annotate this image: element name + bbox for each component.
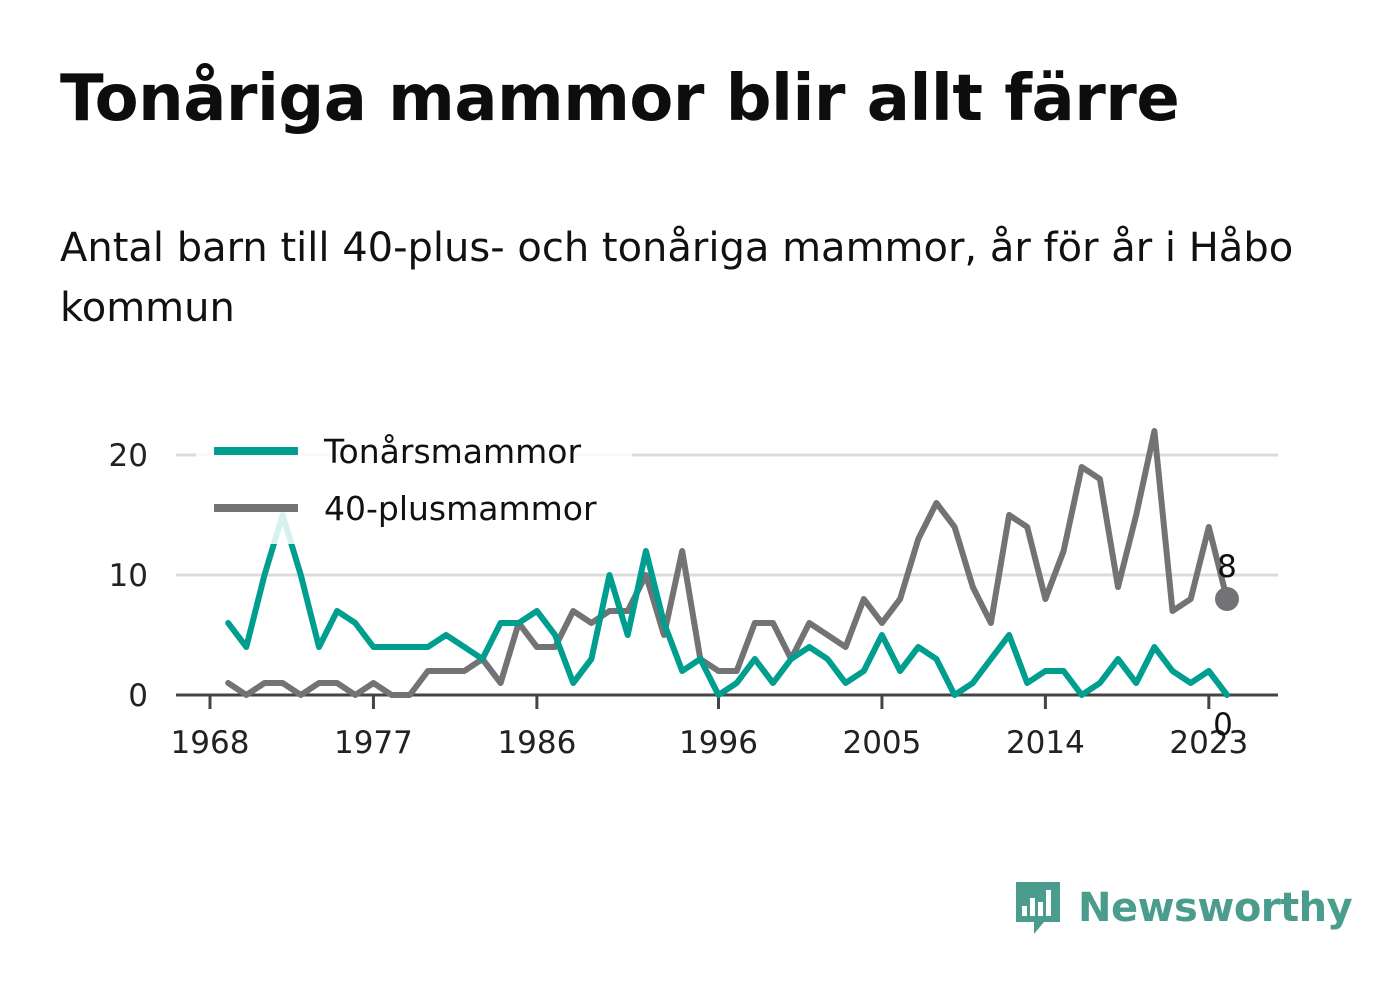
series-line-40-plusmammor: [225, 428, 1230, 698]
y-tick-label: 0: [128, 678, 148, 714]
chart-subtitle: Antal barn till 40-plus- och tonåriga ma…: [60, 225, 1294, 331]
end-value-label: 0: [1213, 707, 1233, 743]
axes: 0 10 20 1968 1977 1986 1996 2005 2014 2023: [109, 438, 1278, 761]
x-tick-label: 2005: [842, 725, 921, 761]
end-point-marker: [1215, 587, 1239, 611]
chart-title: Tonåriga mammor blir allt färre: [60, 62, 1180, 136]
x-tick-label: 2023: [1169, 725, 1248, 761]
x-tick-label: 1996: [679, 725, 758, 761]
legend-label: Tonårsmammor: [323, 432, 581, 471]
legend-label: 40-plusmammor: [324, 489, 597, 528]
y-tick-label: 20: [109, 438, 148, 474]
brand-logo: Newsworthy: [1012, 878, 1353, 938]
legend-background: [196, 420, 632, 544]
x-tick-label: 1968: [171, 725, 250, 761]
brand-name: Newsworthy: [1078, 885, 1353, 931]
series-line-tonarsmammor: [225, 512, 1230, 698]
x-tick-label: 1977: [334, 725, 413, 761]
end-value-label: 8: [1217, 549, 1237, 585]
legend: Tonårsmammor 40-plusmammor: [196, 420, 632, 544]
x-tick-label: 2014: [1006, 725, 1085, 761]
newsworthy-logo-icon: [1016, 882, 1060, 934]
y-tick-label: 10: [109, 558, 148, 594]
x-tick-label: 1986: [497, 725, 576, 761]
series-lines: 08: [225, 428, 1239, 743]
